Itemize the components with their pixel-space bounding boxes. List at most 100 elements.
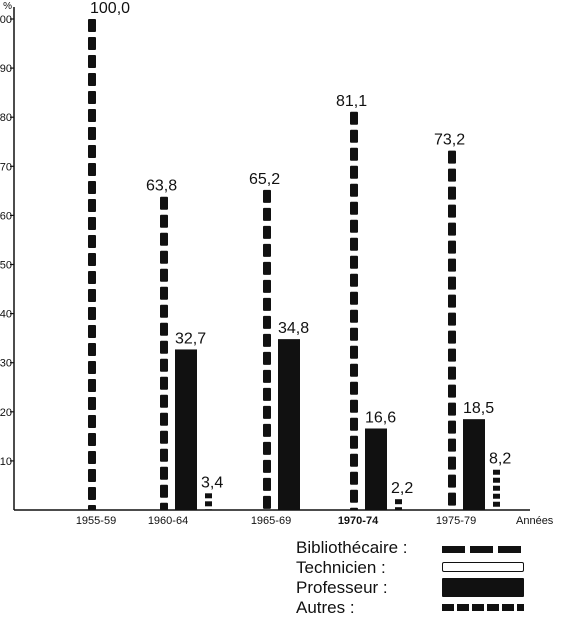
bar-segment: [263, 495, 271, 509]
bar-segment: [160, 466, 168, 480]
bar-segment: [205, 501, 212, 507]
bar-segment: [160, 340, 168, 354]
bar-segment: [263, 189, 271, 203]
bar-segment: [88, 415, 96, 428]
bar-segment: [350, 273, 358, 287]
bar-segment: [263, 333, 271, 347]
data-label: 32,7: [175, 330, 206, 347]
legend-swatch-bibliothecaire: [442, 546, 524, 553]
bar-segment: [350, 165, 358, 179]
bar-segment: [263, 225, 271, 239]
bar-segment: [160, 286, 168, 300]
y-axis-label: %: [3, 1, 12, 12]
bar-segment: [350, 489, 358, 503]
y-tick-label: 50: [0, 260, 12, 272]
bar-segment: [88, 325, 96, 338]
bar-segment: [448, 240, 456, 254]
bar-segment: [448, 294, 456, 308]
legend-label-bibliothecaire: Bibliothécaire :: [296, 538, 408, 557]
bar-segment: [350, 507, 358, 510]
bar-segment: [448, 348, 456, 362]
bar-segment: [350, 147, 358, 161]
bar-segment: [160, 304, 168, 318]
bar-autres: [205, 493, 212, 510]
bar-segment: [350, 183, 358, 197]
bar-segment: [205, 509, 212, 510]
y-tick-label: 80: [0, 112, 12, 124]
bar-segment: [350, 453, 358, 467]
legend-label-autres: Autres :: [296, 598, 355, 617]
y-tick-label: 60: [0, 210, 12, 222]
bar-segment: [160, 250, 168, 264]
bar-segment: [448, 330, 456, 344]
bar-segment: [493, 469, 500, 475]
bar-segment: [160, 484, 168, 498]
bar-segment: [160, 358, 168, 372]
bar-segment: [160, 502, 168, 510]
bar-segment: [350, 129, 358, 143]
bar-segment: [88, 181, 96, 194]
x-tick-label: 1970-74: [338, 515, 379, 527]
bar-segment: [350, 291, 358, 305]
bar-segment: [493, 501, 500, 507]
bar-segment: [395, 507, 402, 510]
bar-autres: [395, 499, 402, 510]
bar-segment: [88, 127, 96, 140]
bar-segment: [160, 214, 168, 228]
bar-segment: [263, 279, 271, 293]
bar-segment: [448, 402, 456, 416]
x-axis-label: Années: [516, 515, 554, 527]
bar-professeur: [365, 428, 387, 510]
bar-bibliothecaire: [88, 19, 96, 510]
bar-segment: [493, 493, 500, 499]
y-tick-label: 30: [0, 358, 12, 370]
bar-segment: [88, 109, 96, 122]
bar-segment: [88, 379, 96, 392]
bar-segment: [350, 417, 358, 431]
bar-segment: [263, 351, 271, 365]
bar-segment: [350, 435, 358, 449]
bar-professeur: [463, 419, 485, 510]
bar-segment: [395, 499, 402, 505]
bar-segment: [350, 327, 358, 341]
y-tick-label: 20: [0, 407, 12, 419]
bar-segment: [448, 168, 456, 182]
legend-swatch-technicien: [442, 562, 524, 572]
legend-item-technicien: Technicien :: [296, 558, 536, 577]
bar-professeur: [175, 349, 197, 510]
bar-segment: [160, 268, 168, 282]
data-label: 100,0: [90, 0, 130, 17]
bar-segment: [160, 412, 168, 426]
bar-bibliothecaire: [350, 111, 358, 510]
bar-segment: [448, 204, 456, 218]
bar-segment: [88, 145, 96, 158]
bar-segment: [88, 199, 96, 212]
x-tick-label: 1955-59: [76, 515, 116, 527]
bar-segment: [350, 345, 358, 359]
bar-segment: [263, 207, 271, 221]
legend-label-technicien: Technicien :: [296, 558, 386, 577]
bar-segment: [160, 196, 168, 210]
bar-segment: [448, 492, 456, 506]
bar-segment: [88, 19, 96, 32]
bar-segment: [448, 186, 456, 200]
bar-segment: [160, 394, 168, 408]
bar-segment: [88, 343, 96, 356]
bar-segment: [88, 451, 96, 464]
legend-swatch-autres: [442, 604, 524, 611]
bar-segment: [350, 381, 358, 395]
x-tick-label: 1960-64: [148, 515, 188, 527]
bar-segment: [88, 55, 96, 68]
bar-segment: [160, 232, 168, 246]
bar-segment: [448, 258, 456, 272]
bar-segment: [448, 222, 456, 236]
bar-autres: [493, 469, 500, 510]
bar-segment: [350, 237, 358, 251]
legend: Bibliothécaire : Technicien : Professeur…: [296, 538, 536, 618]
y-tick-label: 100: [0, 14, 12, 26]
legend-item-autres: Autres :: [296, 598, 536, 617]
legend-label-professeur: Professeur :: [296, 578, 388, 597]
bar-segment: [448, 438, 456, 452]
bar-segment: [448, 474, 456, 488]
bar-segment: [88, 163, 96, 176]
